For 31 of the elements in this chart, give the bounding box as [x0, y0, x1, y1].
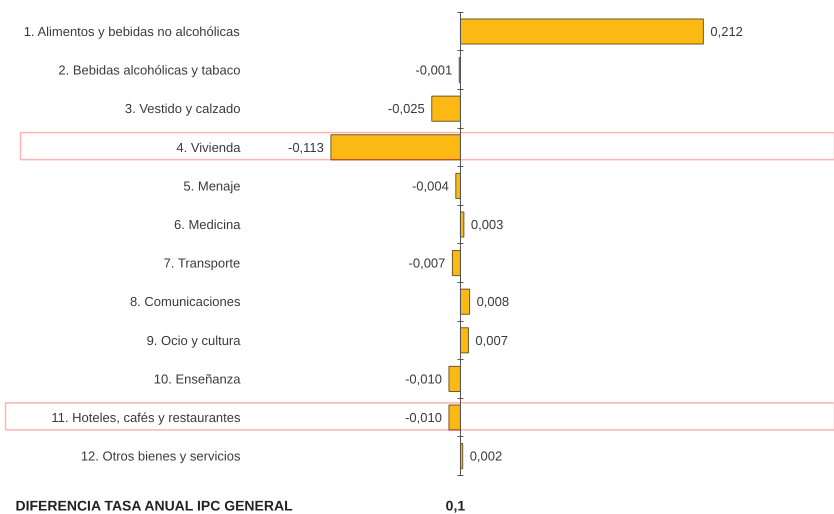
y-tick-label: 2. Bebidas alcohólicas y tabaco [58, 62, 241, 78]
y-tick-label: 9. Ocio y cultura [146, 332, 242, 348]
y-tick-label: 4. Vivienda [176, 140, 242, 155]
y-tick-label: 11. Hoteles, cafés y restaurantes [51, 410, 241, 425]
bar [431, 96, 461, 122]
data-label: 0,002 [470, 448, 502, 464]
y-tick-label: 3. Vestido y calzado [124, 101, 241, 116]
y-tick-label: 6. Medicina [174, 217, 242, 232]
data-label: -0,010 [405, 410, 442, 425]
text: DIFERENCIA TASA ANUAL IPC GENERAL [16, 498, 294, 514]
data-label: -0,001 [415, 62, 452, 78]
y-tick-label: 5. Menaje [183, 178, 241, 194]
bar [460, 18, 704, 45]
data-label: -0,025 [388, 101, 425, 116]
bar [330, 134, 461, 160]
data-label: 0,003 [470, 217, 504, 232]
y-tick-label: 12. Otros bienes y servicios [80, 448, 241, 464]
data-label: -0,004 [412, 178, 449, 194]
y-tick-label: 1. Alimentos y bebidas no alcohólicas [24, 24, 240, 39]
bar [448, 366, 461, 392]
data-label: 0,007 [475, 332, 508, 348]
data-label: 0,212 [710, 24, 743, 39]
data-label: 0,008 [476, 294, 510, 310]
data-label: -0,113 [288, 140, 324, 155]
data-label: -0,007 [408, 256, 446, 271]
y-tick-label: 7. Transporte [164, 256, 240, 271]
text: 0,1 [446, 498, 466, 514]
data-label: -0,010 [405, 371, 442, 386]
y-tick-label: 8. Comunicaciones [130, 294, 241, 310]
bar [448, 404, 461, 431]
y-tick-label: 10. Enseñanza [154, 371, 242, 386]
